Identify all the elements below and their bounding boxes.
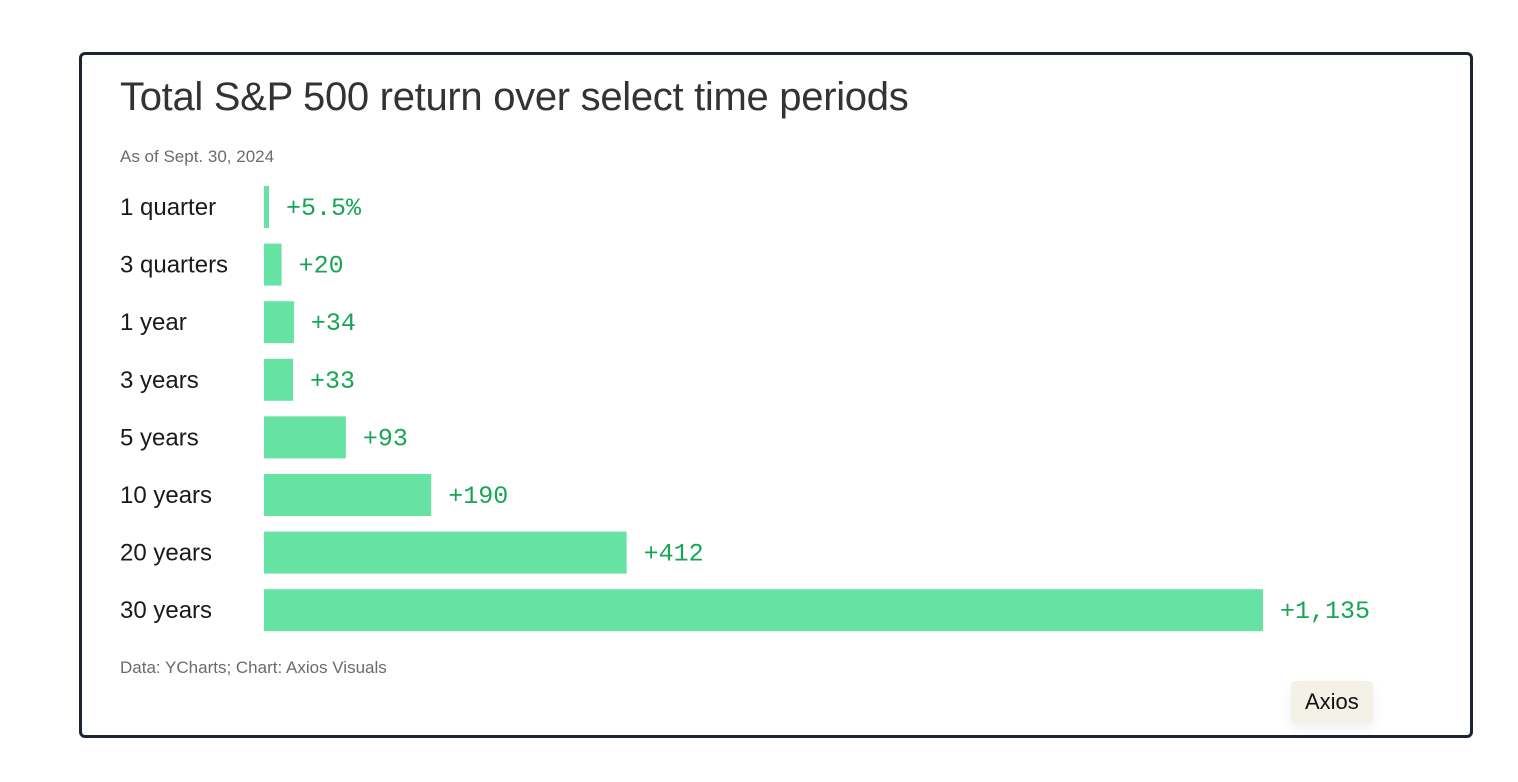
value-label: +190 (448, 482, 508, 511)
value-label: +412 (644, 540, 704, 569)
category-label: 20 years (120, 540, 212, 567)
category-label: 30 years (120, 597, 212, 624)
bar (264, 301, 294, 344)
bar-chart: 1 quarter +5.5% 3 quarters +20 1 year +34 3 ye… (120, 186, 1370, 632)
category-label: 3 years (120, 367, 199, 394)
value-label: +20 (299, 252, 344, 281)
value-label: +93 (363, 424, 408, 453)
bar (264, 416, 346, 459)
category-label: 5 years (120, 424, 199, 451)
chart-card: 1 quarter +5.5% 3 quarters +20 1 year +34 3 ye… (79, 52, 1473, 738)
value-label: +33 (310, 367, 355, 396)
chart-subtitle: As of Sept. 30, 2024 (120, 147, 275, 166)
bar (264, 531, 627, 574)
chart-title: Total S&P 500 return over select time pe… (120, 75, 909, 119)
bar (264, 589, 1263, 632)
category-label: 1 year (120, 309, 187, 336)
bar (264, 186, 269, 228)
chart-source: Data: YCharts; Chart: Axios Visuals (120, 658, 387, 677)
value-label: +34 (311, 309, 356, 338)
value-label: +5.5% (286, 194, 362, 223)
category-label: 3 quarters (120, 252, 228, 279)
value-label: +1,135 (1280, 597, 1370, 626)
bar (264, 474, 432, 516)
bar (264, 243, 282, 286)
category-label: 1 quarter (120, 194, 216, 221)
category-label: 10 years (120, 482, 212, 509)
bar (264, 358, 294, 401)
axios-badge[interactable]: Axios (1291, 681, 1373, 723)
